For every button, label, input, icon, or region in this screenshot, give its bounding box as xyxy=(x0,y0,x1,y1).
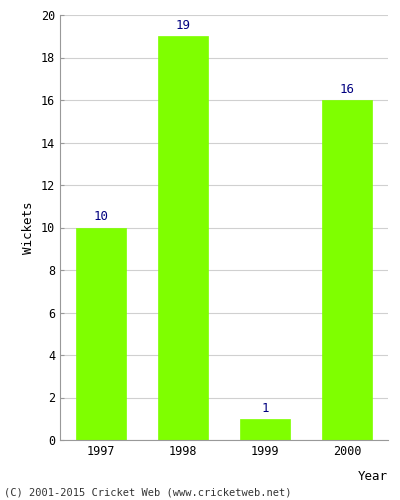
Bar xyxy=(158,36,208,440)
Text: Year: Year xyxy=(358,470,388,483)
Text: 19: 19 xyxy=(176,19,190,32)
Bar xyxy=(240,419,290,440)
Bar xyxy=(76,228,126,440)
Bar xyxy=(322,100,372,440)
Text: 1: 1 xyxy=(261,402,269,414)
Y-axis label: Wickets: Wickets xyxy=(22,201,35,254)
Text: (C) 2001-2015 Cricket Web (www.cricketweb.net): (C) 2001-2015 Cricket Web (www.cricketwe… xyxy=(4,488,292,498)
Text: 16: 16 xyxy=(340,82,354,96)
Text: 10: 10 xyxy=(94,210,108,223)
